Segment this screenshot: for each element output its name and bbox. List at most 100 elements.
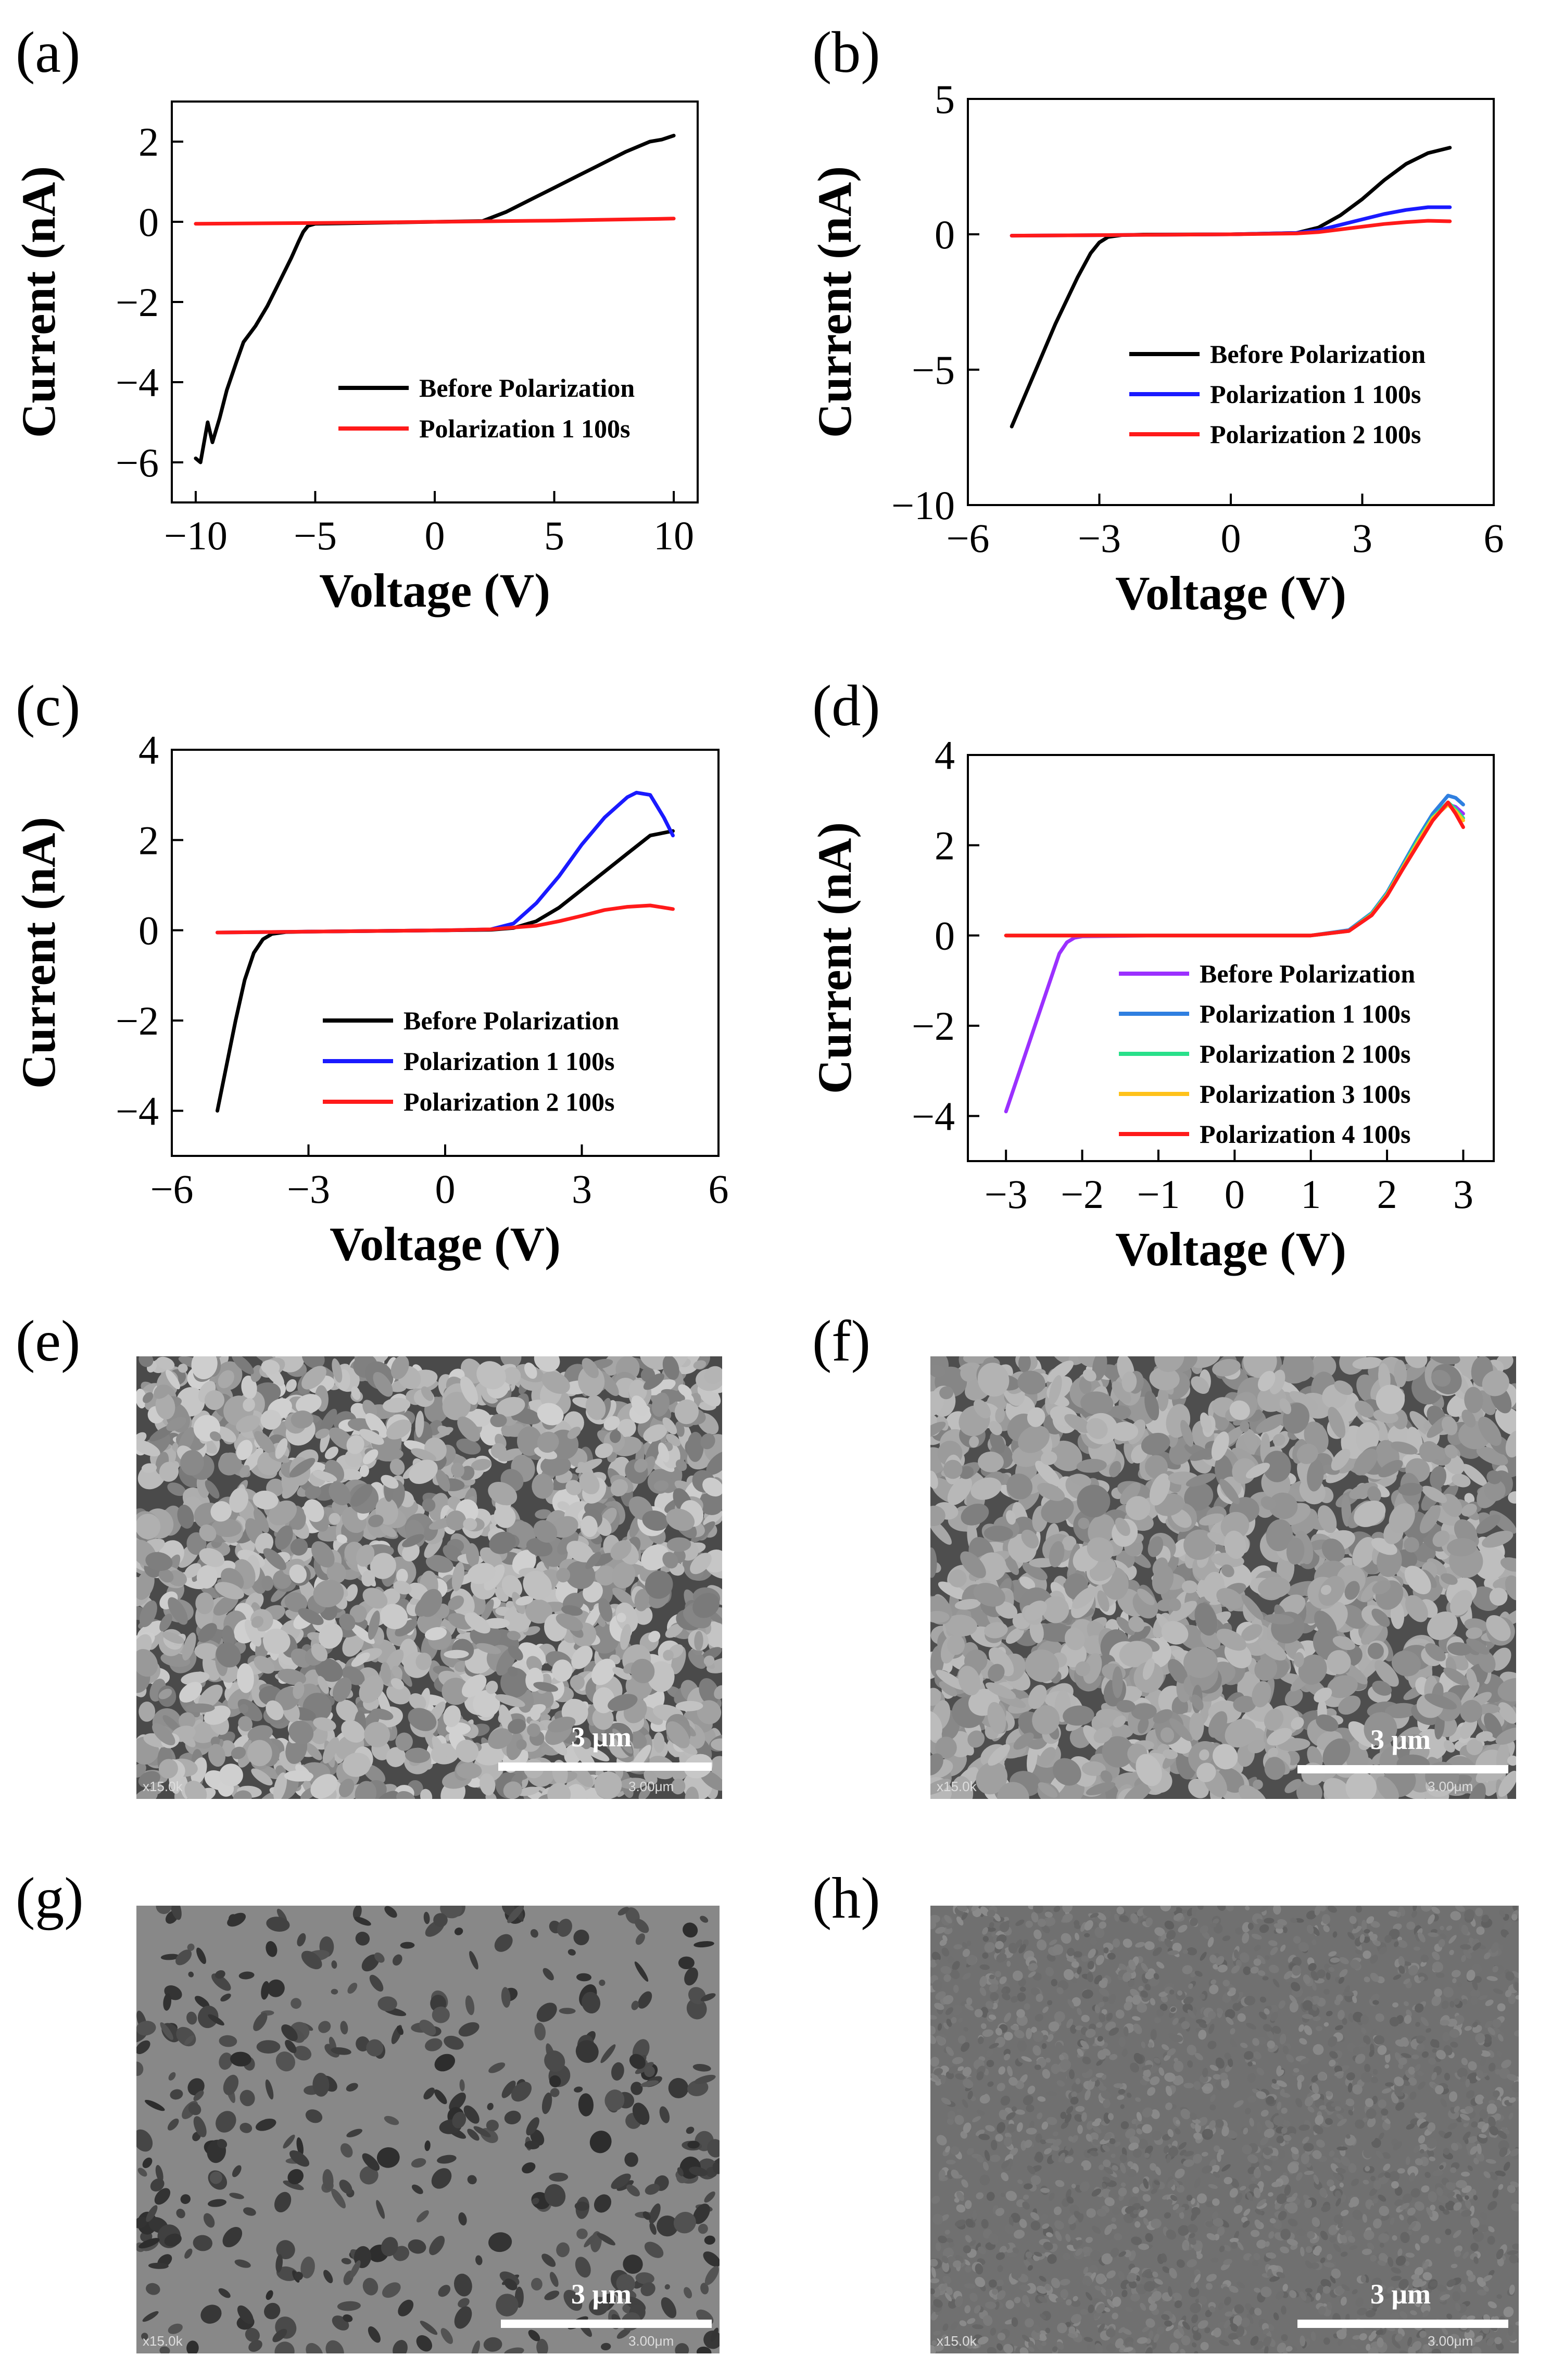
sem-grain bbox=[700, 1916, 709, 1923]
sem-grain bbox=[1053, 2131, 1058, 2137]
sem-grain bbox=[286, 1379, 297, 1392]
sem-grain bbox=[481, 1599, 494, 1622]
magnification-label: x15.0k bbox=[143, 1779, 183, 1794]
sem-grain bbox=[1482, 2034, 1492, 2043]
sem-grain bbox=[930, 1645, 944, 1677]
sem-grain bbox=[1421, 2185, 1430, 2193]
sem-grain bbox=[310, 1774, 338, 1799]
sem-grain bbox=[1130, 2062, 1140, 2073]
sem-grain bbox=[290, 1538, 308, 1556]
sem-grain bbox=[216, 2111, 236, 2133]
sem-grain bbox=[480, 1773, 496, 1796]
sem-grain bbox=[580, 1737, 591, 1749]
sem-grain bbox=[985, 2125, 995, 2132]
sem-grain bbox=[1474, 1976, 1482, 1983]
sem-grain bbox=[1441, 1416, 1458, 1435]
x-tick-label: −3 bbox=[287, 1166, 330, 1212]
x-tick-label: −3 bbox=[1078, 515, 1121, 561]
sem-grain bbox=[1349, 1482, 1378, 1500]
sem-grain bbox=[1484, 1712, 1503, 1739]
sem-grain bbox=[537, 1403, 564, 1426]
sem-grain bbox=[238, 1716, 253, 1732]
sem-grain bbox=[1376, 1776, 1399, 1799]
sem-grain bbox=[1019, 1986, 1026, 1992]
sem-grain bbox=[1024, 2003, 1030, 2010]
sem-grain bbox=[424, 1627, 447, 1641]
sem-grain bbox=[1101, 2090, 1111, 2099]
sem-grain bbox=[1149, 2163, 1157, 2171]
sem-grain bbox=[1399, 2350, 1407, 2353]
sem-grain bbox=[1327, 1675, 1358, 1698]
sem-grain bbox=[617, 1419, 636, 1438]
sem-grain bbox=[1460, 1699, 1482, 1723]
sem-grain bbox=[930, 2345, 936, 2353]
sem-grain bbox=[350, 1624, 375, 1644]
sem-grain bbox=[320, 1408, 337, 1435]
sem-grain bbox=[947, 1634, 965, 1655]
scale-bar bbox=[498, 1762, 712, 1771]
sem-grain bbox=[1340, 2209, 1349, 2217]
sem-grain bbox=[500, 1356, 522, 1368]
sem-grain bbox=[1440, 1933, 1447, 1940]
sem-grain bbox=[312, 1470, 337, 1482]
sem-grain bbox=[1378, 2099, 1386, 2109]
sem-grain bbox=[488, 2232, 512, 2252]
sem-grain bbox=[1200, 1412, 1212, 1433]
sem-grain bbox=[454, 2273, 472, 2297]
sem-grain bbox=[275, 1438, 288, 1459]
sem-grain bbox=[489, 1531, 516, 1554]
sem-grain bbox=[198, 1623, 217, 1643]
y-tick-label: −2 bbox=[116, 998, 159, 1043]
sem-grain bbox=[1112, 1666, 1123, 1698]
sem-grain bbox=[1314, 1610, 1337, 1639]
sem-grain bbox=[208, 2199, 226, 2207]
sem-grain bbox=[943, 1926, 953, 1935]
sem-grain bbox=[956, 1916, 964, 1926]
sem-grain bbox=[261, 1576, 274, 1591]
sem-grain bbox=[1088, 1948, 1096, 1959]
sem-grain bbox=[1237, 2281, 1245, 2288]
sem-grain bbox=[646, 1379, 676, 1395]
sem-grain bbox=[230, 2051, 251, 2067]
sem-grain bbox=[362, 1400, 377, 1418]
sem-grain bbox=[359, 1429, 384, 1445]
sem-grain bbox=[239, 1465, 250, 1478]
sem-grain bbox=[186, 2011, 197, 2025]
sem-grain bbox=[961, 1503, 989, 1526]
sem-grain bbox=[411, 2184, 423, 2194]
sem-grain bbox=[366, 2039, 384, 2057]
sem-grain bbox=[136, 1570, 155, 1600]
sem-grain bbox=[575, 2257, 591, 2278]
sem-grain bbox=[248, 2340, 262, 2352]
sem-grain bbox=[1076, 1458, 1107, 1473]
sem-grain bbox=[1419, 1505, 1441, 1534]
sem-grain bbox=[359, 1465, 369, 1477]
sem-grain bbox=[332, 1677, 352, 1702]
sem-grain bbox=[1080, 1391, 1114, 1415]
sem-grain bbox=[315, 1658, 343, 1682]
sem-grain bbox=[1495, 2170, 1506, 2177]
sem-grain bbox=[1299, 2038, 1307, 2045]
sem-grain bbox=[220, 1993, 231, 2002]
sem-grain bbox=[960, 1551, 986, 1579]
sem-grain bbox=[544, 2184, 566, 2207]
sem-grain bbox=[1240, 1420, 1250, 1432]
sem-grain bbox=[947, 1477, 972, 1505]
sem-grain bbox=[1119, 1915, 1129, 1922]
sem-grain bbox=[1004, 2133, 1012, 2138]
sem-grain bbox=[229, 1488, 248, 1513]
sem-grain bbox=[415, 1411, 424, 1438]
sem-grain bbox=[313, 1717, 336, 1731]
sem-grain bbox=[420, 1789, 433, 1799]
sem-grain bbox=[237, 2305, 254, 2324]
sem-grain bbox=[1026, 2028, 1032, 2039]
sem-grain bbox=[1014, 2297, 1021, 2303]
sem-grain bbox=[1243, 1356, 1277, 1378]
sem-grain bbox=[263, 1548, 286, 1570]
sem-grain bbox=[930, 1505, 945, 1527]
sem-grain bbox=[1050, 1440, 1082, 1471]
sem-grain bbox=[355, 1781, 377, 1799]
sem-grain bbox=[276, 2266, 298, 2281]
sem-grain bbox=[490, 1443, 507, 1459]
sem-grain bbox=[930, 1364, 945, 1377]
